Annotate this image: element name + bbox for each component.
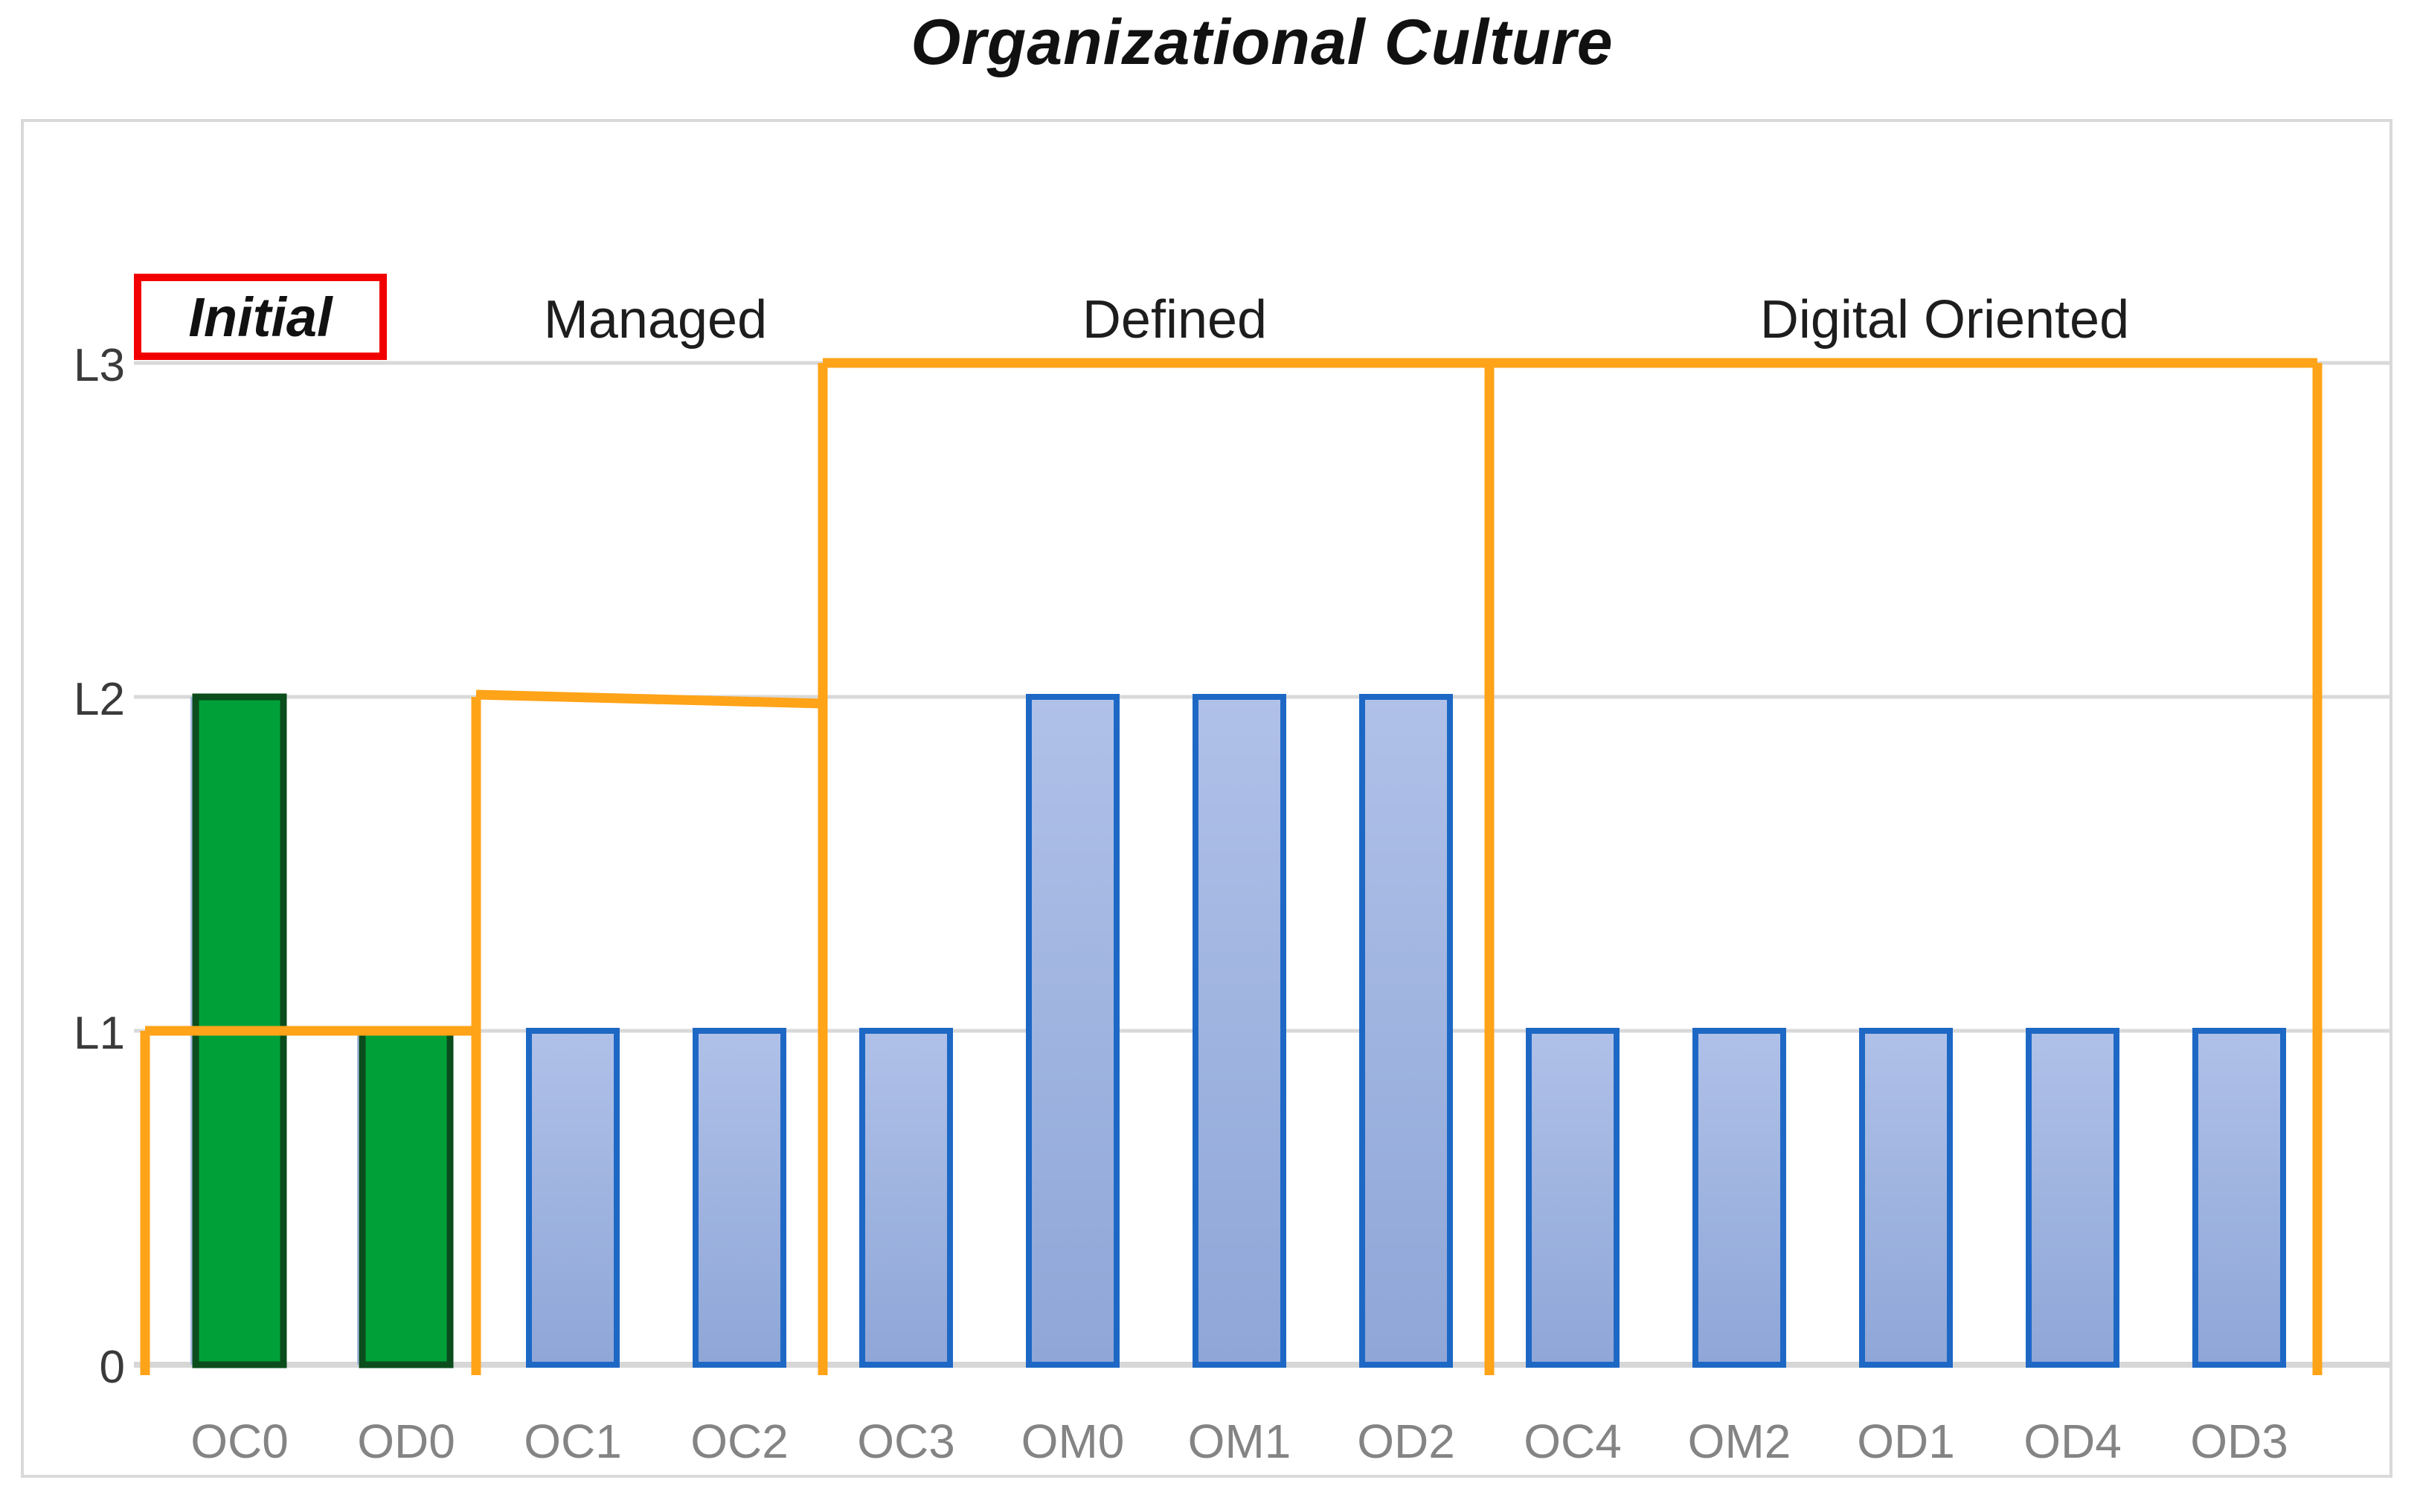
y-axis-label-L2: L2 <box>74 674 125 725</box>
region-line-top-managed <box>475 689 824 709</box>
y-axis-label-L1: L1 <box>74 1008 125 1059</box>
bar-OD3 <box>2192 1028 2286 1368</box>
bar-OD2 <box>1359 694 1453 1368</box>
stage-label-managed: Managed <box>543 290 768 350</box>
bar-OD4 <box>2026 1028 2119 1368</box>
x-axis-label-OC2: OC2 <box>690 1415 789 1468</box>
bar-OM2 <box>1692 1028 1786 1368</box>
x-axis-label-OM2: OM2 <box>1687 1415 1791 1468</box>
initial-highlight-box: Initial <box>134 274 387 360</box>
bar-OC2 <box>693 1028 786 1368</box>
stage-label-digital-oriented: Digital Oriented <box>1759 290 2130 350</box>
bar-OC4 <box>1526 1028 1620 1368</box>
x-axis-label-OM0: OM0 <box>1021 1415 1125 1468</box>
stage-label-initial: Initial <box>188 286 333 348</box>
bar-OD0 <box>359 1027 454 1368</box>
stage-label-defined: Defined <box>1082 290 1268 350</box>
bar-OM1 <box>1193 694 1286 1368</box>
x-axis-label-OC0: OC0 <box>190 1415 289 1468</box>
plot-frame <box>21 119 2392 1478</box>
x-axis-label-OD2: OD2 <box>1357 1415 1455 1468</box>
x-axis-label-OC3: OC3 <box>857 1415 955 1468</box>
x-axis-label-OD4: OD4 <box>2023 1415 2122 1468</box>
chart-title: Organizational Culture <box>911 7 1614 78</box>
bar-OD1 <box>1859 1028 1953 1368</box>
x-axis-label-OC4: OC4 <box>1524 1415 1622 1468</box>
bar-OC3 <box>859 1028 953 1368</box>
bar-OM0 <box>1026 694 1120 1368</box>
x-axis-label-OC1: OC1 <box>524 1415 622 1468</box>
y-axis-label-L3: L3 <box>74 340 125 391</box>
y-axis-label-0: 0 <box>99 1342 125 1393</box>
x-axis-label-OD1: OD1 <box>1857 1415 1955 1468</box>
x-axis-label-OD3: OD3 <box>2190 1415 2288 1468</box>
bar-OC1 <box>526 1028 620 1368</box>
x-axis-label-OM1: OM1 <box>1187 1415 1291 1468</box>
x-axis-label-OD0: OD0 <box>357 1415 455 1468</box>
